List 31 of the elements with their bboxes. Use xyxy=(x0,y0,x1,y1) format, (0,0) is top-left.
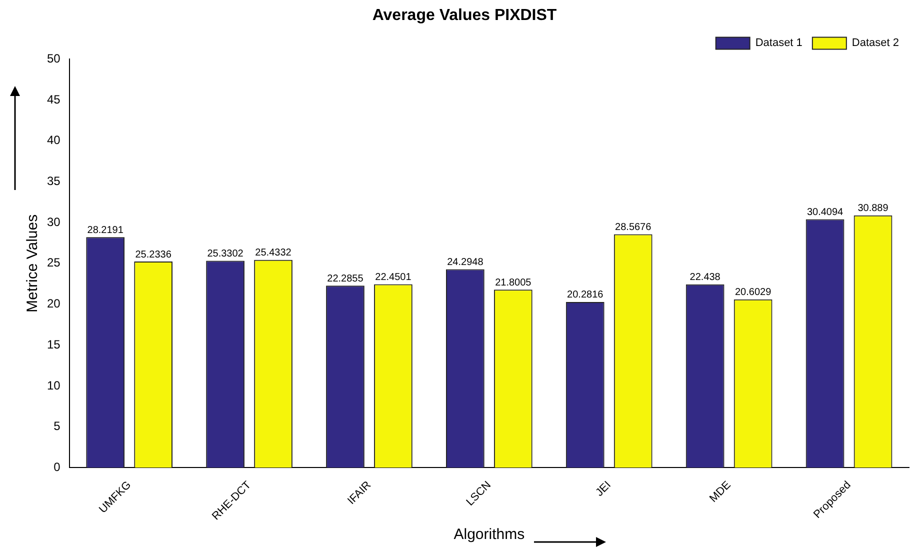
data-label: 28.2191 xyxy=(87,224,124,236)
y-axis-title: Metrice Values xyxy=(24,214,42,312)
y-tick-label: 35 xyxy=(46,174,61,188)
y-tick-label: 20 xyxy=(46,296,61,311)
data-label: 30.4094 xyxy=(806,206,844,218)
data-label: 21.8005 xyxy=(495,277,532,288)
y-tick-label: 15 xyxy=(46,337,61,352)
y-tick-label: 10 xyxy=(46,378,61,392)
y-tick-label: 45 xyxy=(46,92,61,106)
y-tick-label: 25 xyxy=(46,256,61,270)
y-tick-label: 30 xyxy=(46,214,61,229)
y-tick-label: 0 xyxy=(54,460,61,474)
chart-title: Average Values PIXDIST xyxy=(372,7,557,24)
data-label: 30.889 xyxy=(858,203,889,214)
x-axis-title: Algorithms xyxy=(454,526,525,544)
x-tick-label: JEI xyxy=(594,479,614,499)
y-tick-label: 50 xyxy=(46,52,61,66)
legend-label: Dataset 1 xyxy=(755,37,802,50)
y-tick-label: 40 xyxy=(46,133,61,148)
data-label: 22.2855 xyxy=(327,273,364,284)
data-label: 28.5676 xyxy=(615,222,652,234)
legend-label: Dataset 2 xyxy=(852,37,900,50)
data-label: 20.2816 xyxy=(567,290,604,301)
data-label: 22.438 xyxy=(690,272,721,284)
data-label: 25.2336 xyxy=(135,249,172,260)
data-label: 22.4501 xyxy=(375,272,412,284)
y-tick-label: 5 xyxy=(54,419,61,434)
data-label: 24.2948 xyxy=(447,256,484,268)
data-label: 25.4332 xyxy=(255,248,292,259)
data-label: 25.3302 xyxy=(207,248,244,260)
data-label: 20.6029 xyxy=(734,287,772,298)
